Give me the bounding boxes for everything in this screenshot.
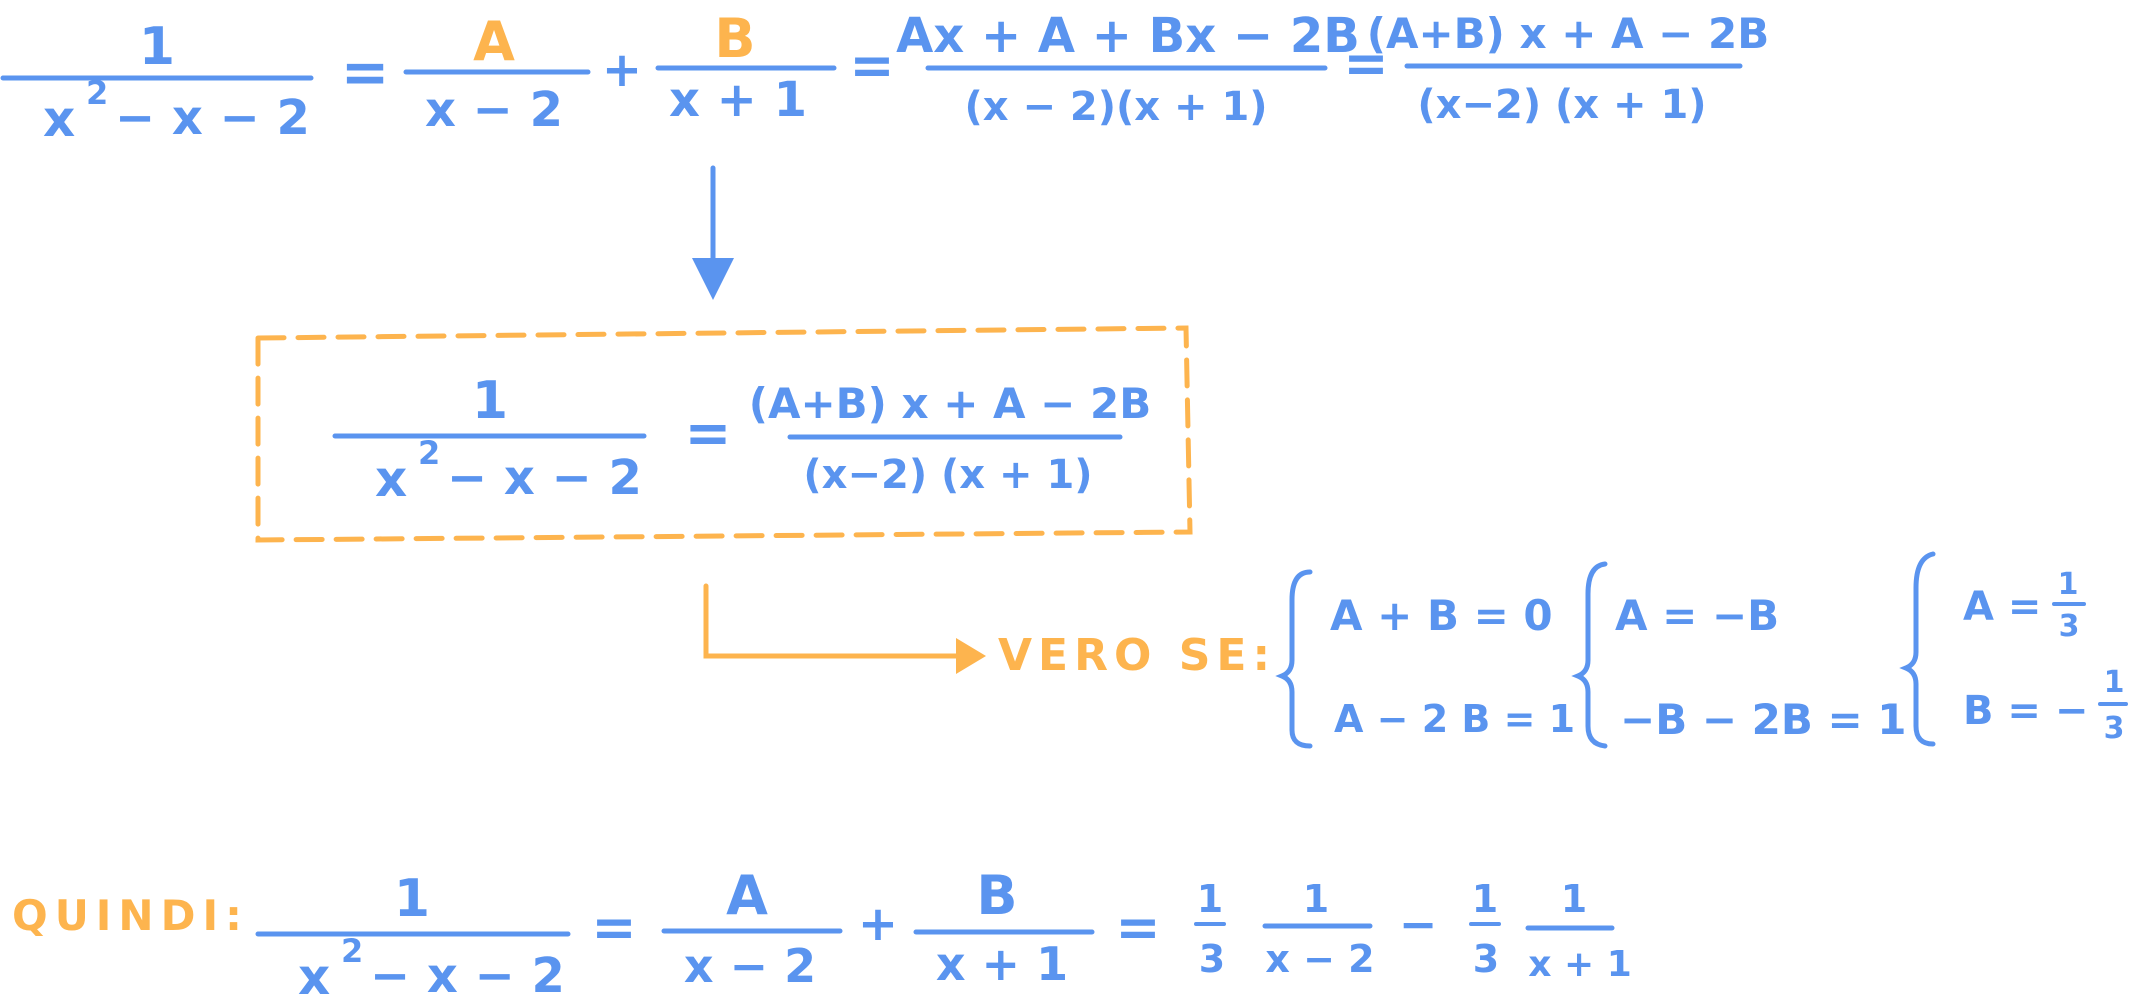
box-lhs-den-rest: − x − 2 <box>447 450 642 506</box>
box-rhs-numerator: (A+B) x + A − 2B <box>749 379 1151 428</box>
row1-b-denominator: x + 1 <box>669 72 807 128</box>
highlight-box: 1 x 2 − x − 2 = (A+B) x + A − 2B (x−2) (… <box>255 325 1193 543</box>
system1-brace <box>1275 569 1313 749</box>
vero-se-label: VERO SE: <box>998 630 1276 681</box>
system3-a-numerator: 1 <box>2058 567 2079 602</box>
concl-f1-denominator: x − 2 <box>1265 937 1374 981</box>
row1-d-numerator: (A+B) x + A − 2B <box>1367 9 1769 58</box>
concl-f2-numerator: 1 <box>1561 877 1587 921</box>
concl-f2-denominator: x + 1 <box>1528 944 1632 985</box>
row1-d-denominator: (x−2) (x + 1) <box>1417 82 1706 128</box>
system2-eq2: −B − 2B = 1 <box>1620 695 1907 744</box>
l-arrow-head <box>956 638 986 674</box>
row1-c-numerator: Ax + A + Bx − 2B <box>896 8 1360 64</box>
system3-brace <box>1899 551 1936 747</box>
concl-lhs-den-rest: − x − 2 <box>370 948 565 1000</box>
row1-c-denominator: (x − 2)(x + 1) <box>964 84 1267 130</box>
system3-b-numerator: 1 <box>2104 665 2125 700</box>
box-equals: = <box>685 401 732 466</box>
concl-minus: − <box>1399 897 1438 951</box>
concl-a-numerator: A <box>726 864 768 927</box>
concl-lhs-den-x: x <box>298 948 330 1000</box>
row1-lhs-den-exp: 2 <box>86 74 108 112</box>
row1-equals-2: = <box>849 34 894 97</box>
system3-b-denominator: 3 <box>2104 711 2125 746</box>
box-lhs-den-exp: 2 <box>418 434 440 472</box>
box-lhs-den-x: x <box>375 450 407 508</box>
row1-a-numerator: A <box>473 10 515 73</box>
system2-eq1: A = −B <box>1615 591 1779 640</box>
row1-plus: + <box>602 42 642 98</box>
box-rhs-denominator: (x−2) (x + 1) <box>803 452 1092 498</box>
l-arrow <box>703 583 983 659</box>
system2-brace <box>1571 561 1608 749</box>
concl-c1-denominator: 3 <box>1199 937 1225 981</box>
concl-plus: + <box>858 896 898 952</box>
row1-lhs-den-rest: − x − 2 <box>115 90 310 146</box>
system1-eq1: A + B = 0 <box>1330 591 1553 640</box>
system3-a-denominator: 3 <box>2059 609 2080 644</box>
row1-b-numerator: B <box>714 7 755 70</box>
concl-a-denominator: x − 2 <box>684 939 816 993</box>
system3-b-label: B = − <box>1963 688 2088 734</box>
concl-equals-2: = <box>1115 896 1160 959</box>
row1-equals-3: = <box>1343 32 1388 95</box>
concl-c2-denominator: 3 <box>1473 937 1499 981</box>
concl-b-denominator: x + 1 <box>936 937 1068 991</box>
row1-a-denominator: x − 2 <box>425 82 563 138</box>
dashed-frame <box>255 325 1193 543</box>
system3-a-label: A = <box>1963 584 2041 630</box>
concl-equals-1: = <box>591 896 636 959</box>
concl-b-numerator: B <box>976 864 1017 927</box>
concl-lhs-den-exp: 2 <box>341 932 363 970</box>
concl-lhs-numerator: 1 <box>394 869 430 929</box>
quindi-label: QUINDI: <box>12 891 249 940</box>
system1-eq2: A − 2 B = 1 <box>1334 697 1575 741</box>
condition-section: VERO SE: A + B = 0 A − 2 B = 1 A = −B −B… <box>703 551 2128 749</box>
conclusion-section: QUINDI: 1 x 2 − x − 2 = A x − 2 + B x + … <box>12 864 1632 1000</box>
row1-equation: 1 x 2 − x − 2 = A x − 2 + B x + 1 = Ax +… <box>0 7 1769 148</box>
concl-c2-numerator: 1 <box>1472 877 1498 921</box>
concl-c1-numerator: 1 <box>1197 877 1223 921</box>
row1-lhs-numerator: 1 <box>139 17 175 77</box>
box-lhs-numerator: 1 <box>472 371 508 431</box>
row1-equals-1: = <box>341 38 390 106</box>
down-arrow <box>692 165 734 300</box>
concl-f1-numerator: 1 <box>1303 877 1329 921</box>
row1-lhs-den-x: x <box>43 90 75 148</box>
